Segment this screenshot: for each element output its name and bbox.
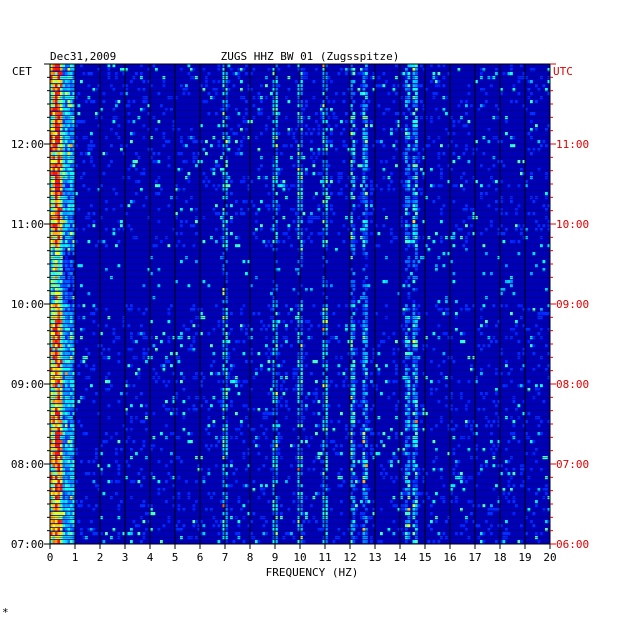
y-tick-label-left: 10:00: [11, 298, 44, 311]
chart-title: ZUGS HHZ BW 01 (Zugsspitze): [221, 50, 400, 63]
x-axis: 0 1 2 3 4 5 6 7 8 9 10 11 12 13 14 15 16 17 18 19 20: [47, 544, 557, 564]
x-tick-label: 9: [272, 551, 279, 564]
footer-mark: *: [2, 606, 9, 619]
spectrogram-plot: [49, 63, 551, 545]
x-tick-label: 19: [518, 551, 531, 564]
x-tick-label: 18: [493, 551, 506, 564]
x-tick-label: 8: [247, 551, 254, 564]
x-tick-label: 15: [418, 551, 431, 564]
y-axis: 07:00 08:00 09:00 10:00 11:00 12:00 06:00 07:00…: [11, 63, 589, 551]
x-tick-label: 17: [468, 551, 481, 564]
y-tick-label-right: 08:00: [556, 378, 589, 391]
y-tick-label-left: 09:00: [11, 378, 44, 391]
y-tick-label-left: 11:00: [11, 218, 44, 231]
x-tick-label: 11: [318, 551, 331, 564]
y-tick-label-right: 07:00: [556, 458, 589, 471]
x-tick-label: 20: [543, 551, 556, 564]
date-label: Dec31,2009: [50, 50, 116, 63]
left-timezone-label: CET: [12, 65, 32, 78]
x-axis-label: FREQUENCY (HZ): [266, 566, 359, 579]
x-tick-label: 6: [197, 551, 204, 564]
x-tick-label: 5: [172, 551, 179, 564]
y-tick-label-left: 08:00: [11, 458, 44, 471]
x-tick-label: 10: [293, 551, 306, 564]
y-tick-label-right: 06:00: [556, 538, 589, 551]
x-tick-label: 12: [343, 551, 356, 564]
y-tick-label-right: 11:00: [556, 138, 589, 151]
x-tick-label: 2: [97, 551, 104, 564]
y-tick-label-right: 09:00: [556, 298, 589, 311]
x-tick-label: 14: [393, 551, 407, 564]
x-tick-label: 0: [47, 551, 54, 564]
x-tick-label: 16: [443, 551, 456, 564]
x-tick-label: 4: [147, 551, 154, 564]
y-tick-label-right: 10:00: [556, 218, 589, 231]
y-tick-label-left: 07:00: [11, 538, 44, 551]
x-tick-label: 1: [72, 551, 79, 564]
y-tick-label-left: 12:00: [11, 138, 44, 151]
x-tick-label: 13: [368, 551, 381, 564]
x-tick-label: 7: [222, 551, 229, 564]
right-timezone-label: UTC: [553, 65, 573, 78]
x-tick-label: 3: [122, 551, 129, 564]
